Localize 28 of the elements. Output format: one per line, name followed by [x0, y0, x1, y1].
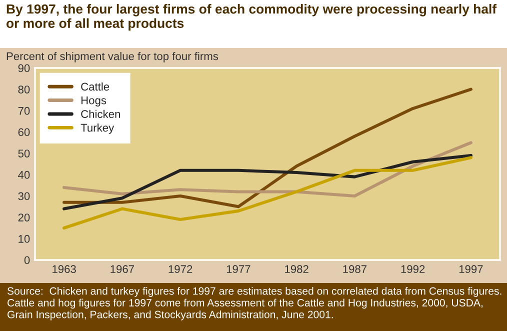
legend-label: Turkey	[80, 124, 114, 134]
line-series	[62, 154, 472, 210]
y-axis-title: Percent of shipment value for top four firms	[6, 52, 218, 62]
y-tick-label: 40	[18, 170, 30, 179]
y-tick-label: 30	[18, 192, 30, 200]
x-tick-label: 1997	[459, 265, 483, 274]
line-series	[62, 156, 472, 230]
x-tick-label: 1972	[168, 265, 192, 274]
x-tick-label: 1977	[226, 265, 250, 274]
line-series	[62, 141, 472, 198]
chart-title: By 1997, the four largest firms of each commodity were processing nearly half or more of all meat products	[6, 4, 497, 31]
legend-label: Hogs	[81, 96, 106, 106]
y-tick-label: 10	[18, 234, 30, 243]
x-tick-label: 1963	[52, 265, 76, 274]
x-tick-label: 1987	[343, 265, 366, 274]
x-tick-label: 1982	[285, 265, 308, 274]
y-tick-label: 80	[18, 86, 30, 94]
y-tick-label: 90	[18, 64, 30, 72]
y-tick-label: 20	[18, 214, 30, 222]
x-tick-label: 1992	[401, 265, 425, 274]
y-tick-label: 60	[18, 128, 30, 136]
y-tick-label: 70	[18, 106, 30, 115]
legend-label: Cattle	[81, 82, 110, 91]
legend-label: Chicken	[81, 110, 120, 118]
source-note: Source: Chicken and turkey figures for 1997 are estimates based on correlated data from Census figures. Cattle and hog figures for 1997 come from Assessment of the Cattle and Hog Industries, 2000, USDA, Grain Inspection, Packers, and Stockyards Administration, June 2001.	[7, 287, 502, 320]
y-tick-label: 50	[18, 150, 30, 158]
y-tick-label: 0	[24, 256, 30, 264]
x-tick-label: 1967	[110, 265, 134, 274]
